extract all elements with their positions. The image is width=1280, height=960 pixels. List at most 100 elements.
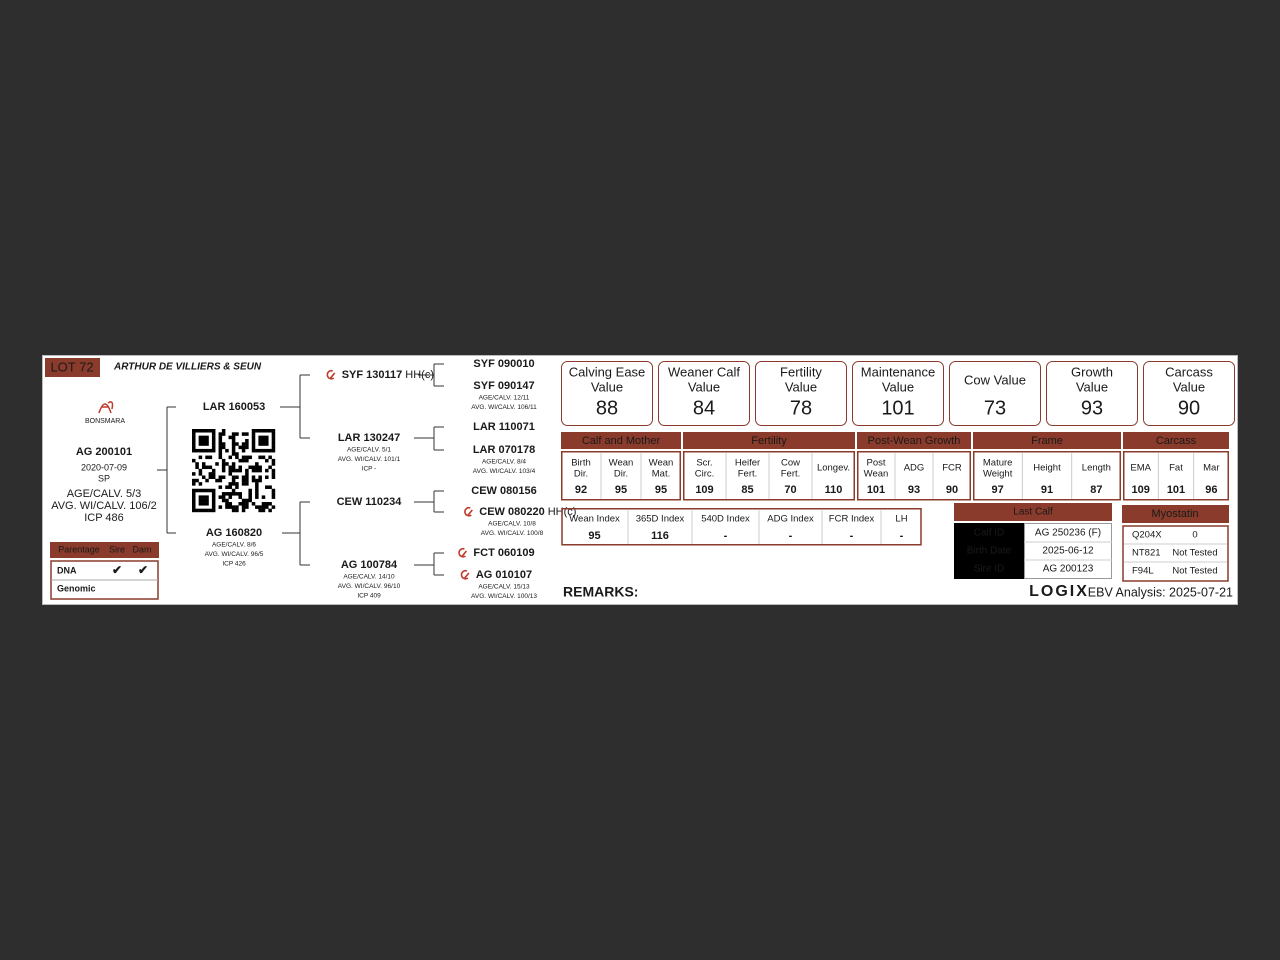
ebv-trait-label: Circ. xyxy=(695,469,715,480)
ebv-trait-value: 87 xyxy=(1090,484,1102,496)
myostatin-marker: F94L xyxy=(1132,566,1154,577)
ebv-trait-label: Fat xyxy=(1169,463,1183,474)
ebv-trait-label: Wean xyxy=(609,458,634,469)
value-label: Growth xyxy=(1071,364,1113,379)
ebv-trait-label: Wean xyxy=(864,469,889,480)
ebv-trait-value: 95 xyxy=(655,484,667,496)
value-label: Weaner Calf xyxy=(668,364,740,379)
ebv-group-name: Frame xyxy=(1031,435,1063,447)
breeder: ARTHUR DE VILLIERS & SEUN xyxy=(113,362,262,373)
pedigree-id: LAR 130247 xyxy=(338,432,400,444)
index-value: - xyxy=(900,530,904,542)
analysis-date: EBV Analysis: 2025-07-21 xyxy=(1088,585,1233,599)
ebv-group-cells xyxy=(561,451,681,501)
animal-detail: 2020-07-09 xyxy=(81,462,127,472)
index-value: 116 xyxy=(651,530,669,542)
ebv-trait-label: Scr. xyxy=(696,458,712,469)
qr-code xyxy=(192,429,276,513)
breed-logo: BONSMARA xyxy=(85,418,125,425)
pedigree-tag: HH(c) xyxy=(405,369,434,381)
animal-detail: AVG. WI/CALV. 106/2 xyxy=(51,500,157,512)
last-calf-value: AG 250236 (F) xyxy=(1035,528,1101,539)
pedigree-id: AG 100784 xyxy=(341,559,398,571)
logo-mark xyxy=(98,401,114,414)
value-label: Carcass xyxy=(1165,364,1213,379)
value-label: Value xyxy=(591,379,623,394)
pedigree-id: AG 160820 xyxy=(206,527,262,539)
red-flag-icon xyxy=(464,506,473,517)
ebv-trait-label: Fert. xyxy=(738,469,758,480)
pedigree-id: LAR 110071 xyxy=(473,421,535,433)
pedigree-id: AG 010107 xyxy=(476,569,532,581)
value-box xyxy=(1143,361,1235,426)
lot-card: LOT 72 ARTHUR DE VILLIERS & SEUN BONSMARA A… xyxy=(42,355,1238,605)
last-calf-label-col xyxy=(954,523,1024,579)
index-value: - xyxy=(850,530,854,542)
pedigree-id: SYF 090147 xyxy=(473,380,534,392)
myostatin-result: Not Tested xyxy=(1172,548,1217,559)
pedigree-detail: ICP 409 xyxy=(357,593,381,600)
index-label: LH xyxy=(895,514,907,525)
myostatin-table xyxy=(1122,525,1229,582)
ebv-trait-value: 101 xyxy=(867,484,885,496)
ebv-group-name: Fertility xyxy=(751,435,787,447)
index-label: 365D Index xyxy=(636,514,685,525)
value-label: Cow Value xyxy=(964,372,1026,387)
ebv-trait-label: Birth xyxy=(571,458,591,469)
pedigree-id: SYF 130117 xyxy=(342,369,403,381)
pedigree-id: LAR 070178 xyxy=(473,444,535,456)
pedigree-id: CEW 110234 xyxy=(337,496,403,508)
ebv-trait-label: Length xyxy=(1082,463,1111,474)
pedigree-detail: AVG. WI/CALV. 96/10 xyxy=(338,583,401,590)
animal-detail: ICP 486 xyxy=(84,512,124,524)
index-value: 95 xyxy=(588,530,600,542)
lot: LOT 72 xyxy=(50,359,93,374)
ebv-group-name: Post-Wean Growth xyxy=(868,435,961,447)
pedigree-id: CEW 080220 xyxy=(479,506,544,518)
value-number: 101 xyxy=(881,397,914,419)
last-calf-label: Calf ID xyxy=(974,528,1005,539)
ebv-trait-label: Heifer xyxy=(735,458,760,469)
pedigree-detail: AGE/CALV. 12/11 xyxy=(479,395,530,402)
ebv-trait-label: Cow xyxy=(781,458,800,469)
parentage-row-label: DNA xyxy=(57,565,77,575)
ebv-trait-label: Mar xyxy=(1203,463,1219,474)
pedigree-detail: ICP - xyxy=(362,466,377,473)
index-label: Wean Index xyxy=(569,514,620,525)
pedigree-detail: AVG. WI/CALV. 106/11 xyxy=(471,404,537,411)
ebv-group-cells xyxy=(683,451,855,501)
last-calf-label: Birth Date xyxy=(967,546,1012,557)
value-label: Value xyxy=(1173,379,1205,394)
value-number: 90 xyxy=(1178,397,1200,419)
last-calf-header xyxy=(954,503,1112,521)
value-label: Calving Ease xyxy=(569,364,646,379)
myostatin-result: 0 xyxy=(1192,530,1197,541)
ebv-trait-label: Height xyxy=(1033,463,1061,474)
parentage-header-cell: Sire xyxy=(109,544,125,554)
ebv-trait-label: Dir. xyxy=(574,469,588,480)
pedigree-detail: AGE/CALV. 5/1 xyxy=(347,447,391,454)
ebv-trait-value: 109 xyxy=(695,484,713,496)
parentage-header xyxy=(50,542,159,558)
pedigree-detail: AGE/CALV. 15/13 xyxy=(478,584,530,591)
red-flag-icon xyxy=(460,569,470,580)
value-box xyxy=(852,361,944,426)
ebv-trait-label: FCR xyxy=(942,463,962,474)
value-label: Fertility xyxy=(780,364,822,379)
parentage-header-cell: Dam xyxy=(132,544,151,554)
pedigree-id: CEW 080156 xyxy=(471,485,536,497)
value-number: 73 xyxy=(984,397,1006,419)
last-calf-value-col xyxy=(1024,523,1112,579)
card-border xyxy=(42,355,1238,605)
ebv-group-cells xyxy=(857,451,971,501)
ebv-trait-value: 109 xyxy=(1131,484,1149,496)
ebv-group-cells xyxy=(973,451,1121,501)
pedigree-detail: AGE/CALV. 10/8 xyxy=(488,521,536,528)
pedigree-detail: AVG. WI/CALV. 101/1 xyxy=(338,456,401,463)
pedigree-id: SYF 090010 xyxy=(473,358,534,370)
index-value: - xyxy=(789,530,793,542)
value-number: 88 xyxy=(596,397,618,419)
value-label: Value xyxy=(1076,379,1108,394)
ebv-trait-value: 91 xyxy=(1041,484,1053,496)
ebv-trait-label: Dir. xyxy=(614,469,628,480)
